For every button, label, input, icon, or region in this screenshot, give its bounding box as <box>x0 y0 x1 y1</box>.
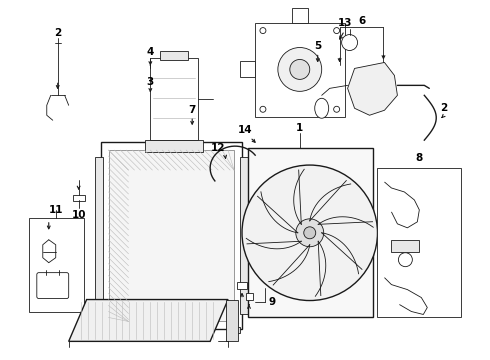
Text: 9: 9 <box>269 297 275 306</box>
Bar <box>160 50 188 60</box>
Bar <box>108 150 234 321</box>
Ellipse shape <box>315 98 329 118</box>
Bar <box>292 8 308 23</box>
Bar <box>392 240 419 252</box>
Bar <box>234 328 240 333</box>
Text: 10: 10 <box>72 210 86 220</box>
FancyBboxPatch shape <box>37 273 69 298</box>
Text: 14: 14 <box>238 125 252 135</box>
Polygon shape <box>385 182 419 228</box>
Circle shape <box>260 28 266 33</box>
Circle shape <box>334 106 340 112</box>
Text: 8: 8 <box>416 153 423 163</box>
Bar <box>226 300 238 341</box>
Bar <box>255 23 344 117</box>
Text: 2: 2 <box>54 28 61 37</box>
Text: 12: 12 <box>211 143 225 153</box>
Text: 7: 7 <box>189 105 196 115</box>
Bar <box>102 328 108 333</box>
Text: 1: 1 <box>296 123 303 133</box>
Circle shape <box>334 28 340 33</box>
Circle shape <box>398 253 413 267</box>
Bar <box>377 168 461 318</box>
Bar <box>95 157 102 315</box>
Circle shape <box>278 48 322 91</box>
Polygon shape <box>69 300 228 341</box>
Circle shape <box>290 59 310 80</box>
Bar <box>29 218 84 312</box>
Circle shape <box>260 106 266 112</box>
Circle shape <box>304 227 316 239</box>
Circle shape <box>296 219 324 247</box>
Bar <box>100 142 242 329</box>
Bar <box>146 140 203 152</box>
Text: 11: 11 <box>49 205 63 215</box>
Text: 4: 4 <box>147 48 154 58</box>
Polygon shape <box>347 62 397 115</box>
Text: 2: 2 <box>441 103 448 113</box>
Bar <box>246 293 253 300</box>
Circle shape <box>342 35 358 50</box>
Text: 3: 3 <box>147 77 154 87</box>
Bar <box>240 157 248 315</box>
Text: 5: 5 <box>314 41 321 50</box>
Circle shape <box>242 165 377 301</box>
Bar <box>237 282 247 289</box>
Polygon shape <box>385 278 427 315</box>
Bar <box>240 62 255 77</box>
Bar <box>150 58 198 140</box>
Text: 13: 13 <box>337 18 352 28</box>
Bar <box>73 195 85 201</box>
Bar <box>248 148 372 318</box>
Text: 6: 6 <box>358 15 365 26</box>
